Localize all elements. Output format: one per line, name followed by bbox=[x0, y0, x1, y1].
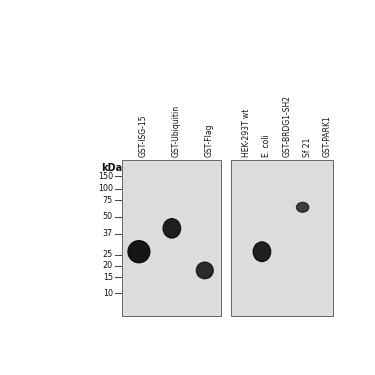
Text: HEK-293T wt: HEK-293T wt bbox=[242, 109, 250, 157]
Text: GST-PARK1: GST-PARK1 bbox=[323, 115, 332, 157]
Ellipse shape bbox=[128, 241, 150, 263]
Text: Sf 21: Sf 21 bbox=[303, 138, 312, 157]
Text: GST-ISG-15: GST-ISG-15 bbox=[139, 114, 148, 157]
Ellipse shape bbox=[163, 219, 181, 238]
Text: 75: 75 bbox=[103, 196, 113, 205]
Ellipse shape bbox=[196, 262, 213, 279]
Text: 10: 10 bbox=[103, 288, 113, 297]
FancyBboxPatch shape bbox=[122, 160, 221, 316]
Text: 25: 25 bbox=[103, 251, 113, 260]
Text: E. coli: E. coli bbox=[262, 134, 271, 157]
Text: GST-Flag: GST-Flag bbox=[205, 123, 214, 157]
Text: 100: 100 bbox=[98, 184, 113, 193]
Text: 15: 15 bbox=[103, 273, 113, 282]
Text: GST-BRDG1-SH2: GST-BRDG1-SH2 bbox=[282, 95, 291, 157]
FancyBboxPatch shape bbox=[231, 160, 333, 316]
Text: 37: 37 bbox=[103, 229, 113, 238]
Text: 20: 20 bbox=[103, 261, 113, 270]
Ellipse shape bbox=[253, 242, 271, 261]
Text: 150: 150 bbox=[98, 172, 113, 181]
Text: kDa: kDa bbox=[100, 162, 122, 172]
Text: GST-Ubiquitin: GST-Ubiquitin bbox=[172, 105, 181, 157]
Text: 50: 50 bbox=[103, 212, 113, 221]
Ellipse shape bbox=[297, 202, 309, 212]
